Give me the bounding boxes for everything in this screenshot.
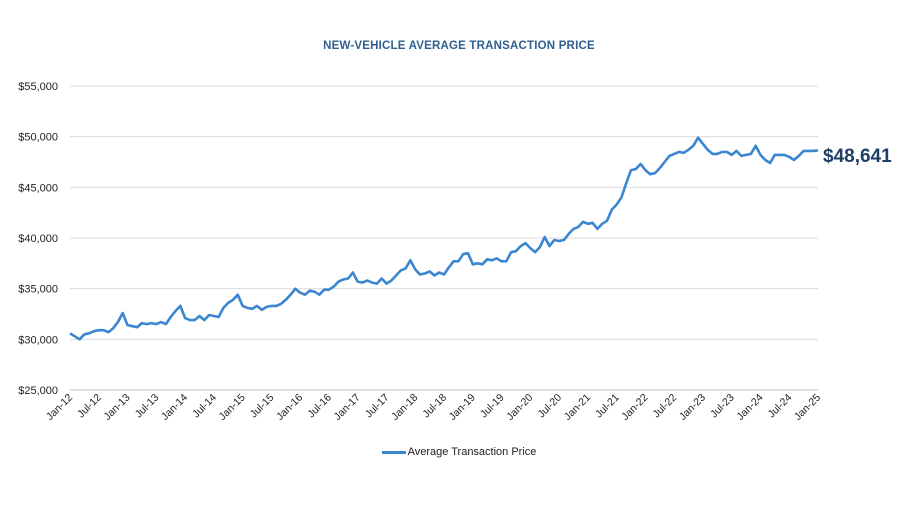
x-tick-label: Jan-20: [504, 392, 535, 423]
x-tick-label: Jan-23: [677, 392, 708, 423]
x-tick-label: Jul-16: [305, 392, 334, 421]
x-tick-label: Jul-20: [535, 392, 564, 421]
x-tick-label: Jul-13: [133, 392, 162, 421]
y-tick-label: $40,000: [18, 233, 58, 245]
y-tick-label: $45,000: [18, 182, 58, 194]
x-tick-label: Jul-21: [593, 392, 622, 421]
x-tick-label: Jul-12: [75, 392, 104, 421]
x-tick-label: Jul-22: [651, 392, 680, 421]
chart-title: NEW-VEHICLE AVERAGE TRANSACTION PRICE: [323, 40, 595, 52]
legend-swatch: [381, 450, 406, 454]
y-tick-label: $35,000: [18, 284, 58, 296]
x-tick-label: Jan-19: [447, 392, 478, 423]
x-tick-label: Jan-14: [159, 392, 190, 423]
legend-label: Average Transaction Price: [407, 446, 537, 458]
latest-value-label: $48,641: [823, 146, 892, 167]
x-tick-label: Jul-19: [478, 392, 507, 421]
y-tick-label: $25,000: [18, 385, 58, 397]
x-tick-label: Jan-21: [562, 392, 593, 423]
x-tick-label: Jul-14: [190, 392, 219, 421]
y-tick-label: $50,000: [18, 132, 58, 144]
y-tick-label: $30,000: [18, 334, 58, 346]
x-tick-label: Jan-15: [217, 392, 248, 423]
x-tick-label: Jan-16: [274, 392, 305, 423]
x-tick-label: Jul-18: [420, 392, 449, 421]
x-tick-label: Jul-24: [766, 392, 795, 421]
x-tick-label: Jan-17: [332, 392, 363, 423]
x-tick-label: Jan-22: [619, 392, 650, 423]
x-tick-label: Jul-17: [363, 392, 392, 421]
x-tick-label: Jul-23: [708, 392, 737, 421]
legend: Average Transaction Price: [0, 446, 918, 458]
x-tick-label: Jan-25: [792, 392, 823, 423]
x-tick-label: Jul-15: [248, 392, 277, 421]
x-tick-label: Jan-18: [389, 392, 420, 423]
x-tick-label: Jan-13: [101, 392, 132, 423]
y-tick-label: $55,000: [18, 81, 58, 93]
x-tick-label: Jan-24: [734, 392, 765, 423]
